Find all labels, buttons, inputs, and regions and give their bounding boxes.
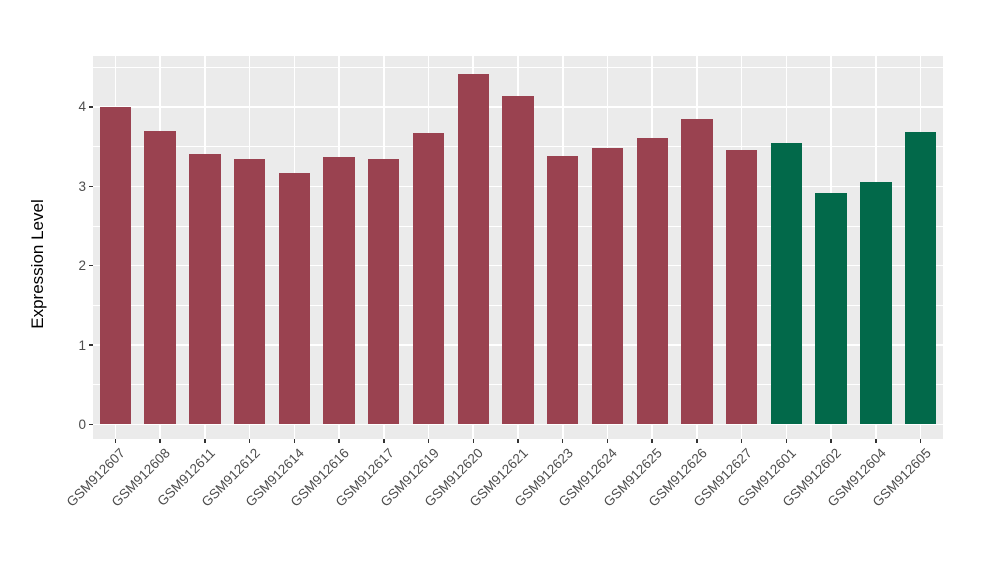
x-tick-mark [696,439,698,443]
x-tick-mark [830,439,832,443]
x-tick-mark [740,439,743,443]
y-tick-label: 2 [78,258,86,274]
y-tick-mark [88,106,93,108]
bar-GSM912624 [591,148,624,425]
y-tick-label: 1 [78,337,86,353]
bar-GSM912623 [547,156,579,425]
y-tick-mark [88,185,93,188]
y-axis-title: Expression Level [28,199,47,329]
bar-GSM912614 [278,172,310,425]
x-tick-mark [651,439,653,443]
x-tick-mark [338,439,340,443]
x-tick-mark [875,439,877,443]
x-tick-mark [472,439,474,443]
x-tick-mark [919,439,922,443]
bar-GSM912604 [860,182,892,425]
plot-panel [93,56,943,439]
y-tick-label: 3 [78,178,86,194]
bar-GSM912620 [457,74,489,425]
y-tick-label: 0 [78,417,86,432]
x-tick-mark [248,439,251,443]
bar-GSM912601 [770,142,803,425]
x-tick-mark [427,439,430,443]
y-tick-mark [88,423,93,426]
bar-GSM912616 [323,156,355,425]
bar-GSM912621 [502,95,534,425]
x-tick-mark [204,439,206,443]
bar-GSM912612 [233,159,266,425]
bar-GSM912625 [636,137,668,425]
bar-GSM912617 [368,159,400,425]
bar-GSM912611 [189,153,221,425]
bar-GSM912608 [144,130,176,425]
y-tick-label: 4 [78,99,86,115]
y-tick-mark [88,344,93,346]
bar-GSM912602 [815,192,847,425]
bar-GSM912607 [99,106,132,425]
bar-GSM912626 [681,118,713,425]
x-tick-mark [785,439,788,443]
bar-GSM912605 [904,131,937,425]
x-tick-mark [159,439,161,443]
x-tick-mark [561,439,564,443]
x-tick-mark [517,439,519,443]
bar-GSM912619 [412,133,445,425]
x-tick-mark [293,439,296,443]
x-tick-mark [606,439,609,443]
y-tick-mark [88,264,93,267]
x-tick-mark [383,439,385,443]
major-gridline [93,423,943,426]
bar-GSM912627 [725,149,758,425]
x-tick-mark [114,439,117,443]
